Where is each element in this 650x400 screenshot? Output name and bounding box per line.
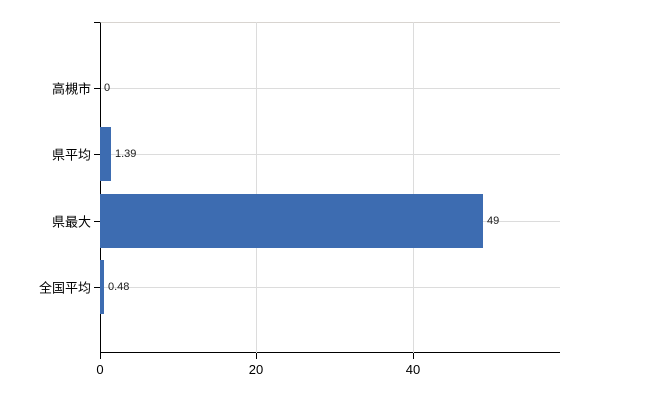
gridline-vertical: [256, 22, 258, 353]
x-tick-label: 0: [96, 362, 104, 377]
x-tick-label: 40: [405, 362, 421, 377]
gridline-horizontal: [101, 88, 560, 89]
plot-area: [100, 22, 560, 353]
gridline-horizontal: [101, 154, 560, 155]
value-label: 1.39: [115, 148, 137, 160]
value-label: 49: [487, 215, 500, 227]
value-label: 0: [104, 82, 111, 94]
bar: [100, 260, 104, 314]
category-label: 県平均: [51, 147, 91, 163]
y-axis-tick: [94, 88, 100, 89]
y-axis-top-tick: [94, 22, 100, 23]
x-tick-label: 20: [248, 362, 264, 377]
x-axis-tick: [413, 353, 414, 359]
category-label: 高槻市: [51, 81, 91, 97]
bar: [100, 194, 483, 248]
y-axis-tick: [94, 154, 100, 155]
x-axis-tick: [100, 353, 101, 359]
value-label: 0.48: [108, 281, 130, 293]
category-label: 全国平均: [38, 280, 91, 296]
y-axis-tick: [94, 287, 100, 288]
gridline-horizontal: [101, 287, 560, 288]
gridline-vertical: [412, 22, 414, 353]
x-axis-tick: [256, 353, 257, 359]
bar: [100, 127, 111, 181]
category-label: 県最大: [51, 214, 91, 230]
y-axis-tick: [94, 221, 100, 222]
